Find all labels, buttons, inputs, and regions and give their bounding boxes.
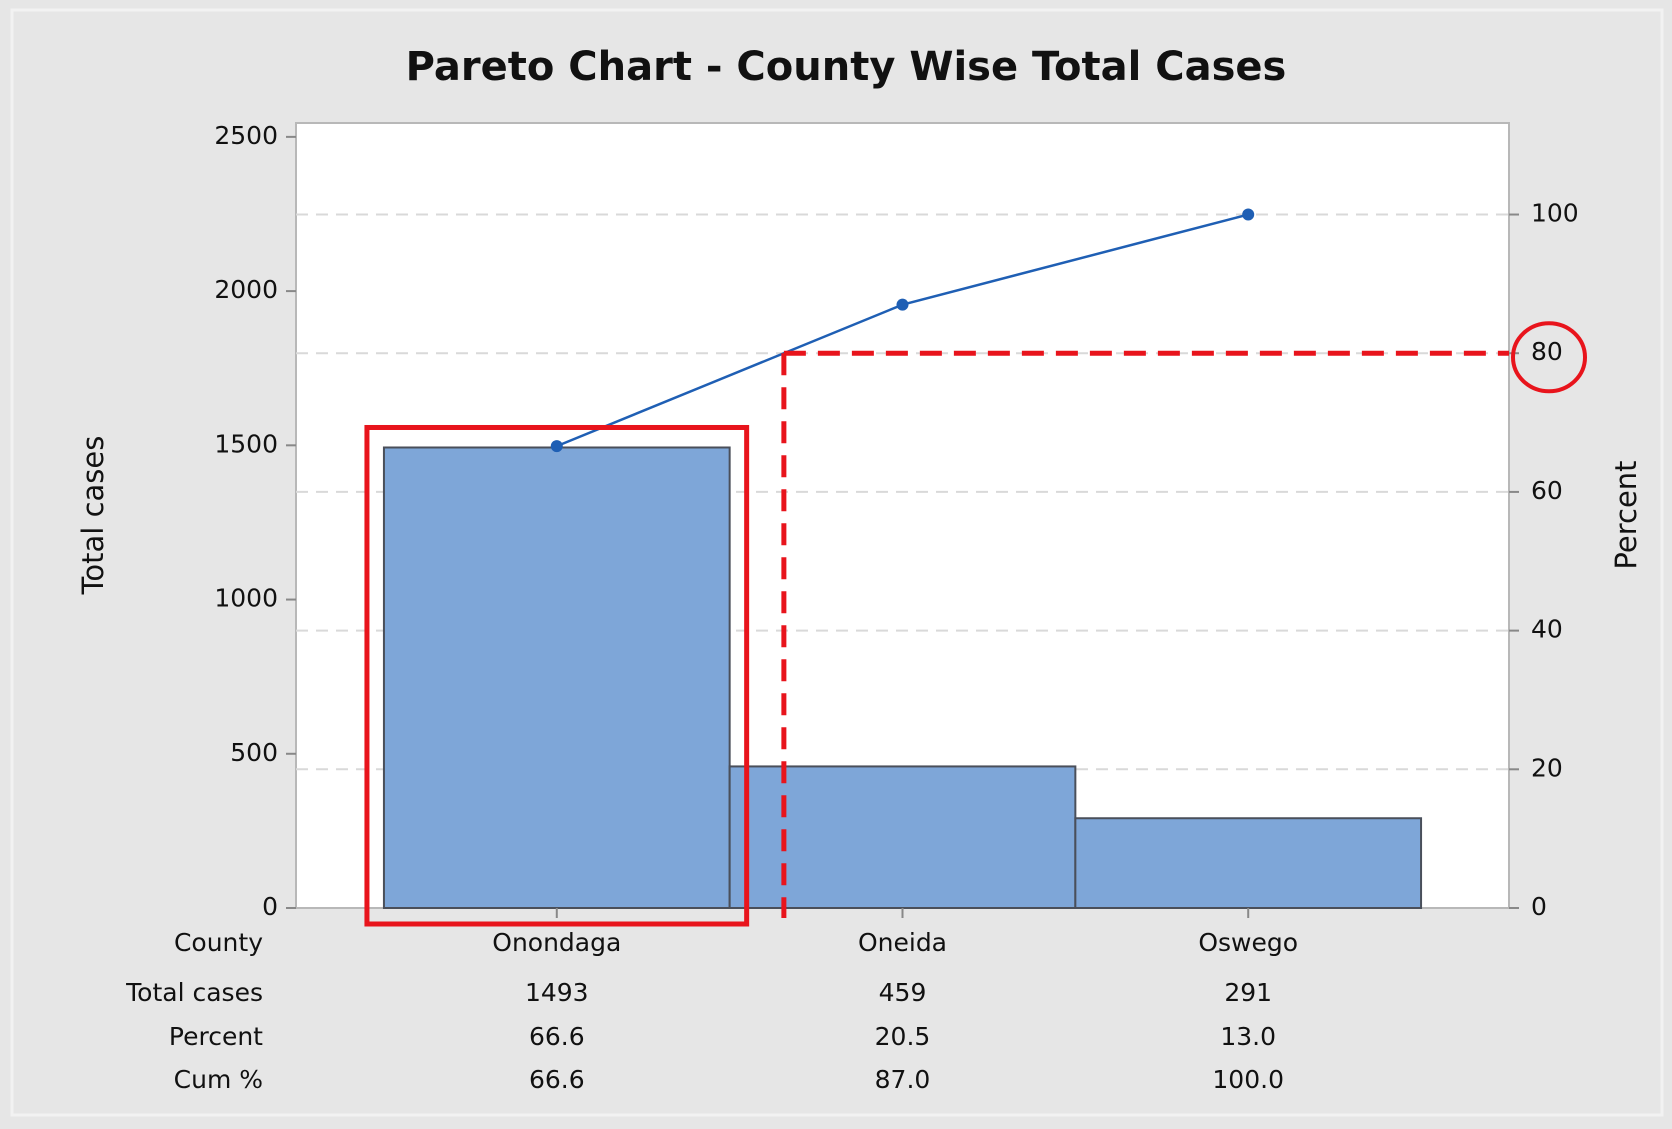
table-cell: 66.6: [529, 1065, 585, 1094]
frame: [10, 8, 1664, 1117]
table-cell: 459: [879, 978, 927, 1007]
row-label: Percent: [169, 1022, 263, 1051]
y-tick-label: 2500: [214, 121, 278, 150]
y2-tick-label: 40: [1531, 615, 1563, 644]
highlight-box: [364, 424, 750, 927]
row-label: County: [174, 928, 263, 957]
row-label: Total cases: [125, 978, 263, 1007]
table-cell: Oswego: [1198, 928, 1298, 957]
table-cell: 100.0: [1212, 1065, 1284, 1094]
y2-tick-label: 0: [1531, 892, 1547, 921]
y2-tick-label: 80: [1531, 337, 1563, 366]
cum-point: [550, 440, 563, 453]
y-tick-label: 1000: [214, 584, 278, 613]
table-cell: 13.0: [1220, 1022, 1276, 1051]
table-cell: 20.5: [875, 1022, 931, 1051]
table-cell: 66.6: [529, 1022, 585, 1051]
y2-tick-label: 20: [1531, 753, 1563, 782]
y2-tick-label: 60: [1531, 476, 1563, 505]
table-cell: Onondaga: [492, 928, 621, 957]
y-tick-label: 1500: [214, 429, 278, 458]
table-cell: Oneida: [858, 928, 947, 957]
table-cell: 1493: [525, 978, 589, 1007]
cum-point: [896, 298, 909, 311]
bar: [728, 765, 1077, 910]
table-cell: 291: [1224, 978, 1272, 1007]
bar: [1074, 817, 1423, 909]
row-label: Cum %: [174, 1065, 263, 1094]
y-tick-label: 0: [262, 892, 278, 921]
bar: [382, 446, 731, 909]
table-cell: 87.0: [875, 1065, 931, 1094]
chart-title: Pareto Chart - County Wise Total Cases: [406, 44, 1287, 90]
y-tick-label: 2000: [214, 275, 278, 304]
y2-tick-label: 100: [1531, 199, 1579, 228]
y-axis-label: Total cases: [76, 436, 110, 596]
cum-point: [1242, 208, 1255, 221]
y2-axis-label: Percent: [1609, 460, 1643, 569]
y-tick-label: 500: [230, 738, 278, 767]
threshold-circle: [1511, 321, 1587, 394]
